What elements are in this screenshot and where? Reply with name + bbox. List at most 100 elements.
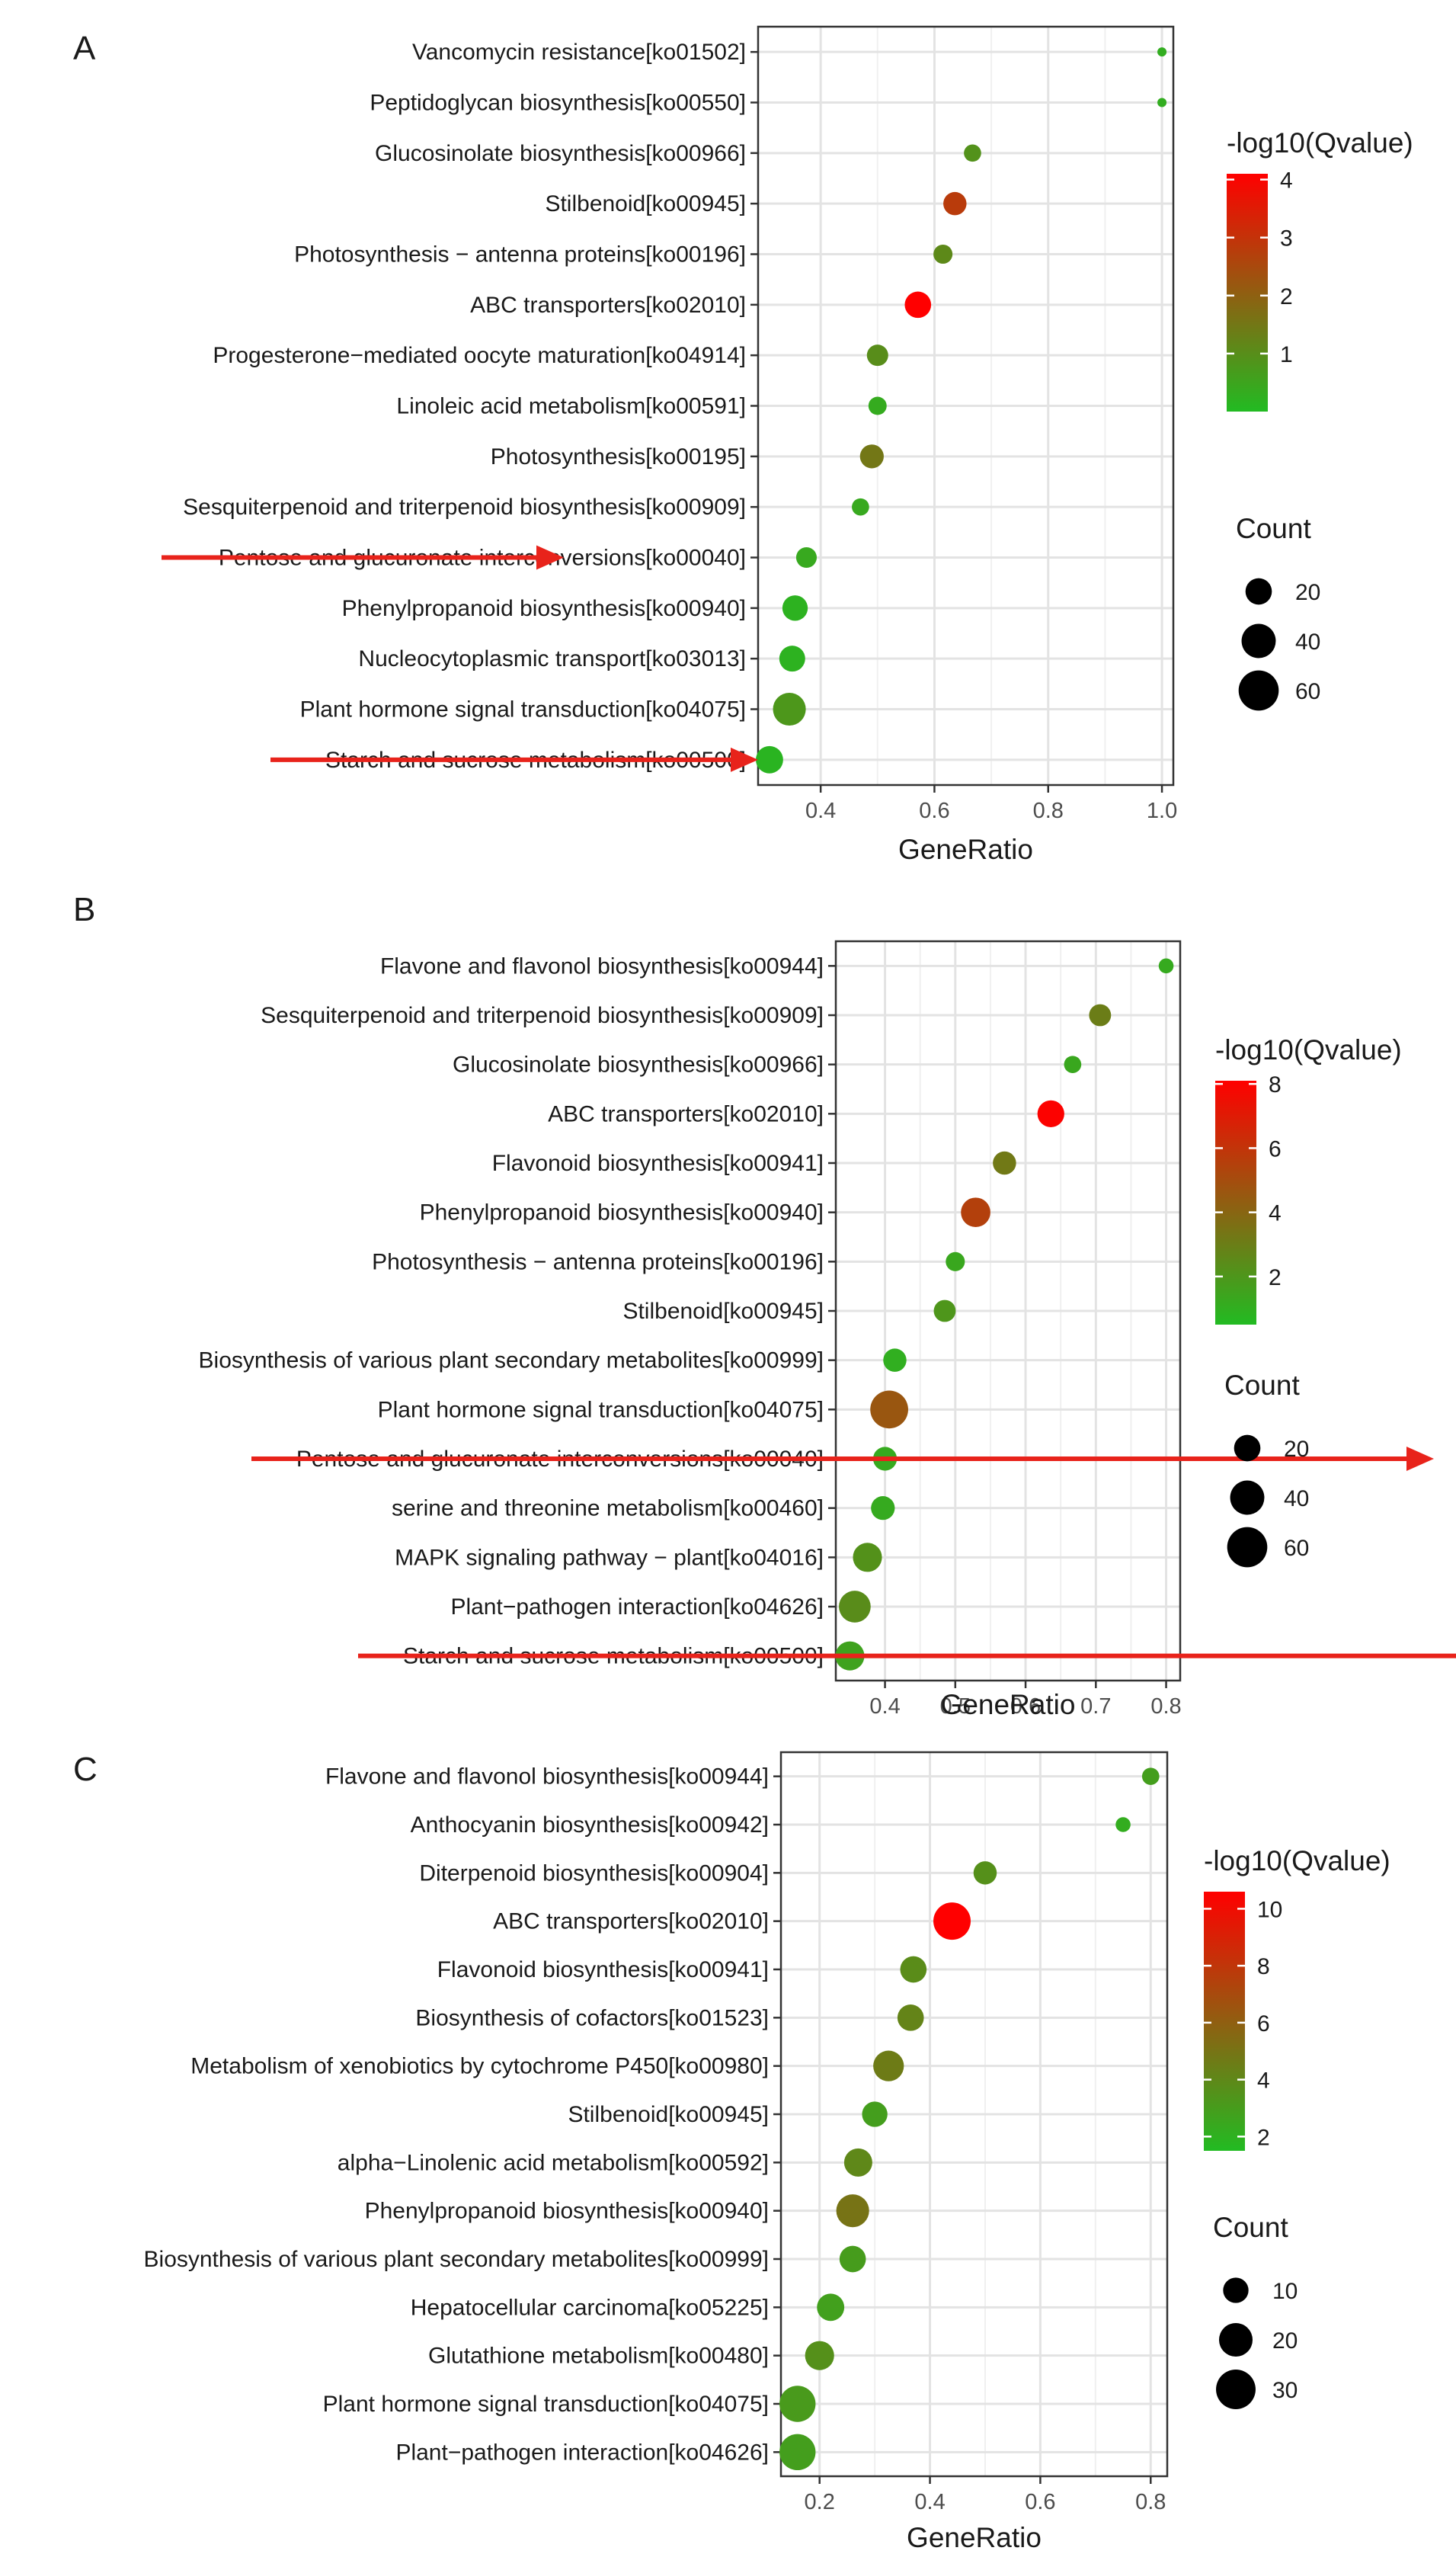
category-label: Flavonoid biosynthesis[ko00941]	[492, 1151, 824, 1176]
data-point	[900, 1956, 927, 1983]
data-point	[1158, 958, 1174, 974]
data-point	[773, 692, 806, 726]
color-bar-tick-label: 6	[1257, 2011, 1270, 2036]
category-label: Plant hormone signal transduction[ko0407…	[300, 697, 746, 723]
panel-a: A Vancomycin resistance[ko01502] Peptidogl…	[73, 25, 1413, 865]
data-point	[779, 2386, 816, 2422]
size-legend-title: Count	[1236, 513, 1311, 544]
category-label: Photosynthesis − antenna proteins[ko0019…	[294, 242, 746, 268]
data-point	[870, 1390, 908, 1429]
category-label: Stilbenoid[ko00945]	[545, 191, 746, 216]
color-bar-tick-label: 4	[1257, 2068, 1270, 2094]
size-legend-dot	[1223, 2277, 1249, 2303]
category-label: Progesterone−mediated oocyte maturation[…	[213, 343, 746, 368]
data-point	[817, 2293, 845, 2322]
x-tick-label: 0.4	[869, 1694, 900, 1719]
x-tick-label: 0.7	[1080, 1694, 1111, 1719]
category-label: alpha−Linolenic acid metabolism[ko00592]	[338, 2150, 769, 2175]
category-label: Phenylpropanoid biosynthesis[ko00940]	[420, 1200, 824, 1226]
size-legend-label: 20	[1272, 2328, 1298, 2354]
color-bar-tick-label: 1	[1280, 342, 1293, 367]
size-legend-dot	[1230, 1480, 1265, 1515]
category-label: Stilbenoid[ko00945]	[568, 2102, 769, 2127]
category-label: ABC transporters[ko02010]	[493, 1909, 769, 1934]
color-bar-tick-label: 8	[1257, 1954, 1270, 1979]
data-point	[873, 2050, 904, 2081]
data-point	[1037, 1100, 1064, 1127]
data-point	[839, 2245, 866, 2273]
data-point	[933, 244, 953, 264]
category-label: Flavone and flavonol biosynthesis[ko0094…	[380, 953, 824, 979]
size-legend-label: 60	[1284, 1536, 1309, 1561]
x-tick-label: 0.4	[914, 2490, 945, 2514]
data-point	[1157, 98, 1167, 107]
size-legend-label: 20	[1284, 1437, 1309, 1462]
x-tick-label: 0.4	[805, 799, 836, 823]
data-point	[883, 1348, 907, 1372]
color-bar-tick-label: 4	[1280, 168, 1293, 194]
category-label: Flavonoid biosynthesis[ko00941]	[437, 1957, 769, 1982]
data-point	[1141, 1767, 1160, 1786]
size-legend-dot	[1227, 1527, 1268, 1568]
data-point	[1064, 1056, 1082, 1074]
data-point	[933, 1902, 971, 1940]
color-bar-tick-label: 8	[1269, 1072, 1282, 1098]
category-label: Plant hormone signal transduction[ko0407…	[378, 1397, 824, 1422]
data-point	[836, 2194, 869, 2228]
x-tick-label: 0.8	[1150, 1694, 1181, 1719]
color-bar-tick-label: 3	[1280, 226, 1293, 252]
data-point	[943, 191, 967, 216]
category-label: Diterpenoid biosynthesis[ko00904]	[419, 1860, 769, 1886]
category-label: Photosynthesis − antenna proteins[ko0019…	[372, 1249, 824, 1274]
category-label: Nucleocytoplasmic transport[ko03013]	[358, 646, 746, 671]
data-point	[756, 745, 783, 774]
x-tick-label: 0.8	[1135, 2490, 1166, 2514]
panel-c: C Flavone and flavonol biosynthesis[ko009…	[73, 1751, 1390, 2553]
panel-letter: C	[73, 1751, 98, 1788]
color-bar	[1215, 1081, 1256, 1325]
data-point	[933, 1299, 956, 1322]
x-tick-label: 0.2	[805, 2490, 835, 2514]
category-label: Metabolism of xenobiotics by cytochrome …	[190, 2054, 769, 2079]
data-point	[782, 595, 808, 621]
data-point	[904, 291, 932, 319]
category-label: ABC transporters[ko02010]	[548, 1101, 824, 1126]
category-label: Biosynthesis of various plant secondary …	[199, 1348, 824, 1373]
category-label: Anthocyanin biosynthesis[ko00942]	[411, 1812, 769, 1838]
category-label: Flavone and flavonol biosynthesis[ko0094…	[325, 1764, 769, 1790]
size-legend-dot	[1218, 2322, 1253, 2357]
data-point	[973, 1861, 997, 1885]
color-bar-tick-label: 2	[1280, 284, 1293, 309]
highlight-arrow-head	[731, 747, 758, 772]
category-label: MAPK signaling pathway − plant[ko04016]	[395, 1545, 824, 1570]
color-bar	[1204, 1892, 1245, 2151]
x-tick-label: 0.6	[919, 799, 949, 823]
category-label: Plant−pathogen interaction[ko04626]	[450, 1594, 824, 1620]
data-point	[1157, 47, 1167, 57]
data-point	[795, 546, 818, 569]
data-point	[852, 498, 869, 516]
x-tick-label: 0.8	[1033, 799, 1064, 823]
category-label: Phenylpropanoid biosynthesis[ko00940]	[342, 596, 746, 621]
data-point	[839, 1591, 871, 1623]
category-label: Plant hormone signal transduction[ko0407…	[323, 2392, 769, 2417]
color-bar	[1227, 174, 1268, 412]
size-legend-label: 60	[1295, 679, 1320, 704]
x-axis-title: GeneRatio	[898, 834, 1033, 865]
category-label: Vancomycin resistance[ko01502]	[412, 40, 746, 65]
x-tick-label: 0.6	[1025, 2490, 1055, 2514]
category-label: serine and threonine metabolism[ko00460]	[392, 1496, 824, 1521]
data-point	[853, 1543, 882, 1572]
size-legend-label: 30	[1272, 2378, 1298, 2403]
category-label: Glucosinolate biosynthesis[ko00966]	[453, 1053, 824, 1078]
data-point	[843, 2148, 872, 2177]
size-legend-label: 20	[1295, 580, 1320, 605]
x-axis-title: GeneRatio	[907, 2522, 1042, 2553]
color-bar-tick-label: 10	[1257, 1897, 1282, 1922]
color-bar-tick-label: 2	[1269, 1265, 1282, 1290]
x-tick-label: 0.6	[1010, 1694, 1041, 1719]
color-legend-title: -log10(Qvalue)	[1227, 127, 1413, 159]
data-point	[1115, 1817, 1131, 1832]
x-tick-label: 1.0	[1147, 799, 1177, 823]
